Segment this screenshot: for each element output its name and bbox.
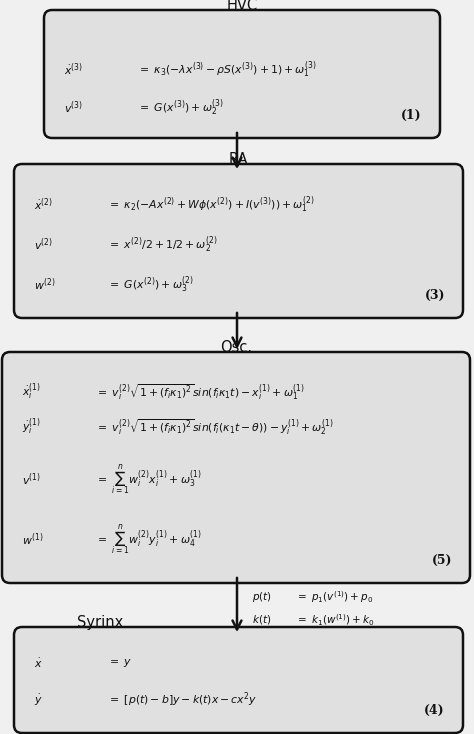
Text: $v^{(3)}$: $v^{(3)}$ <box>64 100 83 116</box>
Text: $= \ \sum_{i=1}^{n} w_i^{(2)} x_i^{(1)} + \omega_3^{(1)}$: $= \ \sum_{i=1}^{n} w_i^{(2)} x_i^{(1)} … <box>95 462 202 497</box>
Text: $\dot{y}$: $\dot{y}$ <box>34 692 43 708</box>
Text: (1): (1) <box>401 109 422 122</box>
FancyBboxPatch shape <box>2 352 470 583</box>
Text: $w^{(1)}$: $w^{(1)}$ <box>22 531 44 548</box>
Text: $v^{(1)}$: $v^{(1)}$ <box>22 472 41 488</box>
Text: (5): (5) <box>431 554 452 567</box>
Text: $k(t)$: $k(t)$ <box>252 614 271 627</box>
Text: Osc.: Osc. <box>220 340 252 355</box>
Text: $\dot{x}$: $\dot{x}$ <box>34 656 43 669</box>
Text: RA: RA <box>229 152 248 167</box>
Text: $= \ G(x^{(2)}) + \omega_3^{(2)}$: $= \ G(x^{(2)}) + \omega_3^{(2)}$ <box>107 275 194 295</box>
Text: (3): (3) <box>425 289 445 302</box>
Text: HVC: HVC <box>227 0 257 13</box>
Text: $\dot{x}_i^{(1)}$: $\dot{x}_i^{(1)}$ <box>22 382 41 402</box>
FancyBboxPatch shape <box>14 627 463 733</box>
FancyBboxPatch shape <box>14 164 463 318</box>
Text: $= \ \kappa_3(-\lambda x^{(3)} - \rho S(x^{(3)}) + 1) + \omega_1^{(3)}$: $= \ \kappa_3(-\lambda x^{(3)} - \rho S(… <box>137 59 317 81</box>
Text: $= \ y$: $= \ y$ <box>107 657 132 669</box>
Text: (4): (4) <box>424 704 445 717</box>
Text: $= \ p_1(v^{(1)}) + p_0$: $= \ p_1(v^{(1)}) + p_0$ <box>295 589 374 605</box>
Text: $v^{(2)}$: $v^{(2)}$ <box>34 236 53 253</box>
Text: $= \ \sum_{i=1}^{n} w_i^{(2)} y_i^{(1)} + \omega_4^{(1)}$: $= \ \sum_{i=1}^{n} w_i^{(2)} y_i^{(1)} … <box>95 523 202 557</box>
Text: $= \ G(x^{(3)}) + \omega_2^{(3)}$: $= \ G(x^{(3)}) + \omega_2^{(3)}$ <box>137 98 224 118</box>
Text: $= \ x^{(2)}/2 + 1/2 + \omega_2^{(2)}$: $= \ x^{(2)}/2 + 1/2 + \omega_2^{(2)}$ <box>107 235 218 255</box>
Text: $= \ v_i^{(2)}\sqrt{1+(f_i\kappa_1)^2}sin(f_i\kappa_1 t) - x_i^{(1)} + \omega_1^: $= \ v_i^{(2)}\sqrt{1+(f_i\kappa_1)^2}si… <box>95 382 305 401</box>
Text: $\dot{y}_i^{(1)}$: $\dot{y}_i^{(1)}$ <box>22 417 41 437</box>
Text: $= \ k_1(w^{(1)}) + k_0$: $= \ k_1(w^{(1)}) + k_0$ <box>295 612 374 628</box>
Text: $= \ \kappa_2(-Ax^{(2)} + W\phi(x^{(2)}) + I(v^{(3)})) + \omega_1^{(2)}$: $= \ \kappa_2(-Ax^{(2)} + W\phi(x^{(2)})… <box>107 195 314 215</box>
Text: $= \ v_i^{(2)}\sqrt{1+(f_i\kappa_1)^2}sin(f_i(\kappa_1 t-\theta)) - y_i^{(1)} + : $= \ v_i^{(2)}\sqrt{1+(f_i\kappa_1)^2}si… <box>95 417 333 437</box>
Text: $\dot{x}^{(3)}$: $\dot{x}^{(3)}$ <box>64 62 83 79</box>
Text: $w^{(2)}$: $w^{(2)}$ <box>34 277 55 294</box>
Text: Syrinx: Syrinx <box>77 615 123 630</box>
Text: $\dot{x}^{(2)}$: $\dot{x}^{(2)}$ <box>34 197 53 214</box>
Text: $p(t)$: $p(t)$ <box>252 590 272 604</box>
Text: $= \ [p(t)-b]y - k(t)x - cx^2y$: $= \ [p(t)-b]y - k(t)x - cx^2y$ <box>107 691 257 709</box>
FancyBboxPatch shape <box>44 10 440 138</box>
